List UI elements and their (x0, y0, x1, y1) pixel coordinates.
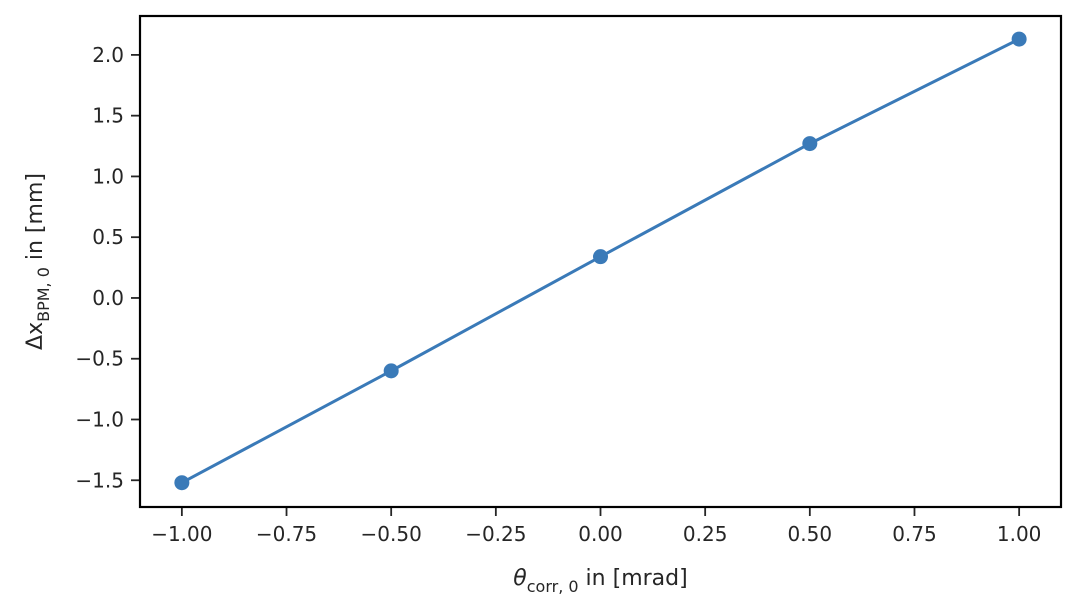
x-axis-label: θcorr, 0 in [mrad] (513, 566, 687, 596)
x-tick-label: 1.00 (997, 522, 1042, 546)
y-tick-label: −0.5 (75, 347, 124, 371)
y-axis-ticks: −1.5 −1.0 −0.5 0.0 0.5 1.0 1.5 2.0 (75, 43, 140, 492)
x-tick-label: −0.75 (256, 522, 317, 546)
plot-frame (138, 14, 1063, 509)
data-point (174, 475, 190, 491)
x-axis-ticks: −1.00 −0.75 −0.50 −0.25 0.00 0.25 0.50 0.75 1.00 (151, 507, 1041, 546)
y-tick-label: 0.5 (92, 225, 124, 249)
x-axis-label-suffix: in [mrad] (579, 566, 688, 591)
y-axis-label: ΔxBPM, 0 in [mm] (23, 173, 53, 350)
y-tick-label: 1.5 (92, 104, 124, 128)
y-axis-label-symbol: Δx (23, 322, 48, 350)
y-axis-label-subscript: BPM, 0 (34, 267, 53, 322)
data-point (593, 249, 608, 265)
x-axis-label-subscript: corr, 0 (527, 577, 579, 596)
data-point (1011, 31, 1027, 47)
y-tick-label: −1.0 (75, 407, 124, 431)
data-point (383, 363, 399, 379)
y-tick-label: 2.0 (92, 43, 124, 67)
x-tick-label: −1.00 (151, 522, 212, 546)
y-tick-label: 1.0 (92, 164, 124, 188)
x-tick-label: 0.00 (578, 522, 623, 546)
y-tick-label: −1.5 (75, 468, 124, 492)
x-tick-label: −0.25 (465, 522, 526, 546)
x-tick-label: 0.75 (892, 522, 937, 546)
x-tick-label: 0.25 (683, 522, 728, 546)
y-axis-label-suffix: in [mm] (23, 173, 48, 267)
x-axis-label-symbol: θ (513, 566, 527, 591)
x-tick-label: 0.50 (788, 522, 833, 546)
series-layer (174, 31, 1027, 491)
x-tick-label: −0.50 (361, 522, 422, 546)
data-point (802, 136, 818, 152)
y-tick-label: 0.0 (92, 286, 124, 310)
